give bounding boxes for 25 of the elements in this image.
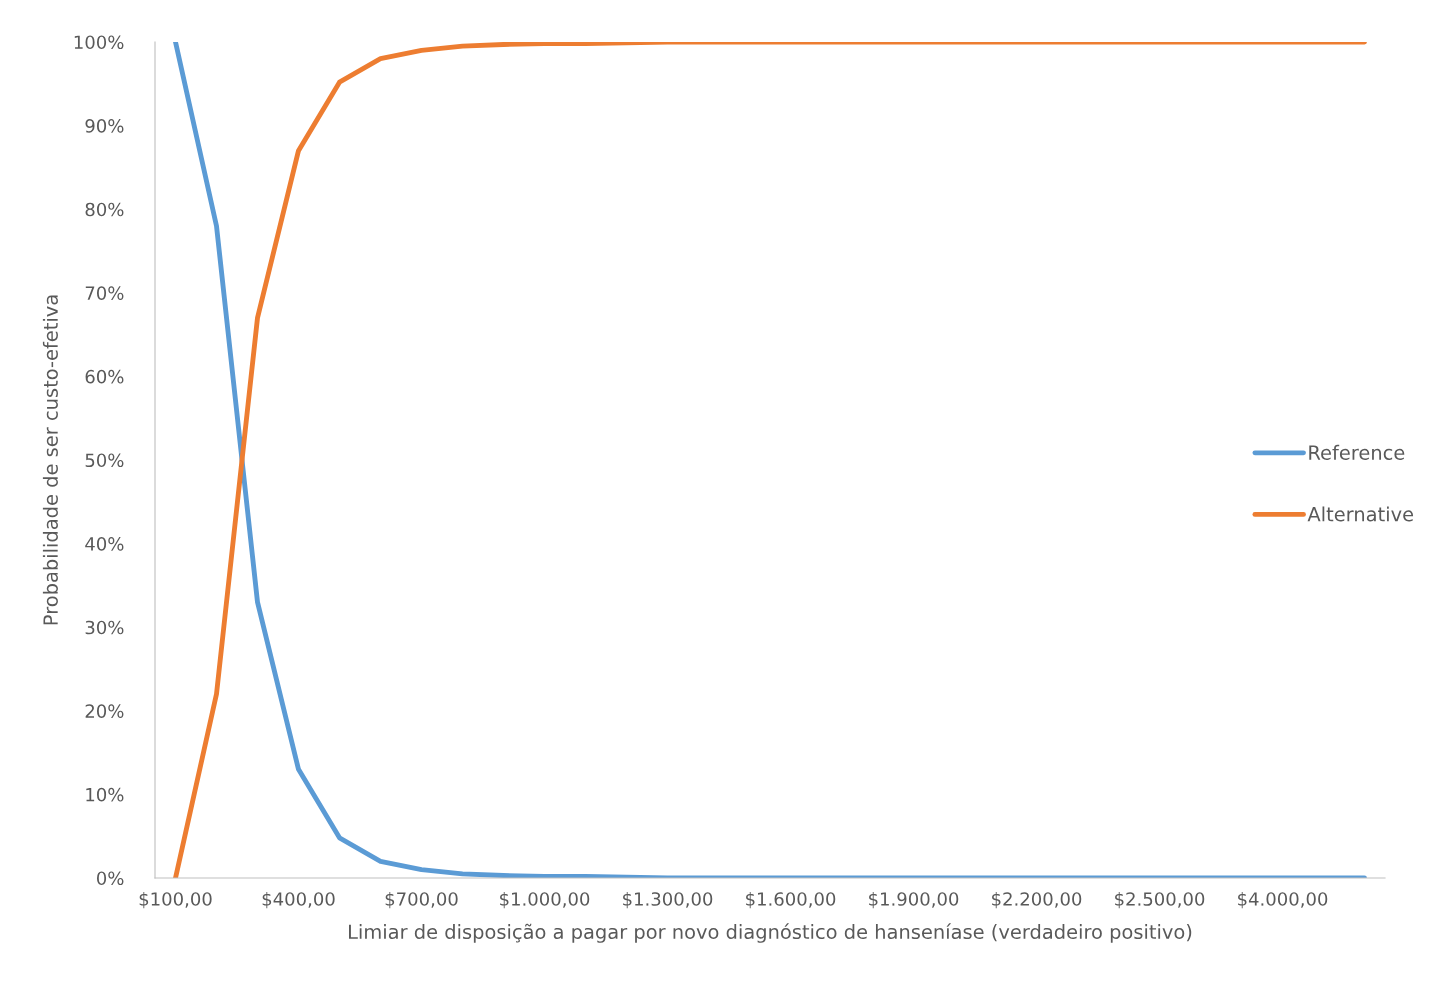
x-tick-label: $1.300,00 bbox=[623, 891, 713, 909]
x-tick-label: $4.000,00 bbox=[1238, 891, 1328, 909]
y-tick-label: 90% bbox=[85, 119, 124, 133]
x-tick-label: $400,00 bbox=[262, 891, 335, 909]
y-tick-label: 10% bbox=[86, 787, 124, 802]
y-tick-label: 70% bbox=[85, 286, 124, 300]
y-tick-label: 80% bbox=[85, 202, 124, 217]
x-tick-label: $1.900,00 bbox=[869, 891, 959, 909]
legend-label: Alternative bbox=[1307, 506, 1414, 522]
y-tick-label: 40% bbox=[85, 537, 124, 551]
x-tick-label: $2.500,00 bbox=[1115, 891, 1205, 909]
y-tick-label: 30% bbox=[85, 620, 124, 635]
y-tick-label: 0% bbox=[96, 871, 124, 886]
y-axis-title: Probabilidade de ser custo-efetiva bbox=[42, 295, 58, 625]
x-tick-label: $1.000,00 bbox=[500, 891, 590, 909]
legend-label: Reference bbox=[1309, 444, 1405, 460]
x-tick-label: $700,00 bbox=[385, 891, 458, 909]
y-tick-label: 20% bbox=[85, 704, 124, 718]
x-axis-title: Limiar de disposição a pagar por novo diagnóstico de hanseníase (verdadeiro positivo) bbox=[349, 923, 1192, 943]
y-tick-label: 100% bbox=[74, 35, 124, 50]
x-tick-label: $2.200,00 bbox=[992, 891, 1082, 909]
x-tick-label: $1.600,00 bbox=[746, 891, 836, 909]
y-tick-label: 50% bbox=[85, 453, 124, 468]
x-tick-label: $100,00 bbox=[139, 891, 212, 909]
y-tick-label: 60% bbox=[85, 369, 124, 384]
